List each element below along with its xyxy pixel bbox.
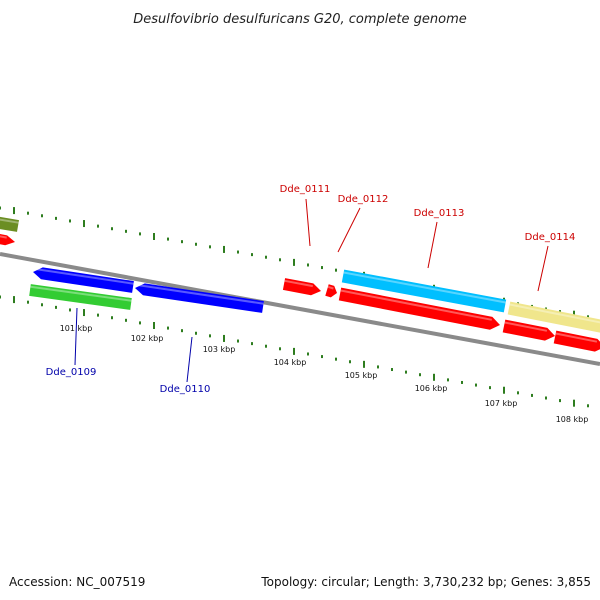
gene-feature-arrow[interactable] — [0, 233, 15, 246]
gene-label[interactable]: Dde_0114 — [525, 232, 576, 243]
kbp-label: 104 kbp — [274, 358, 307, 367]
gene-label[interactable]: Dde_0111 — [280, 184, 331, 195]
gene-feature-arrow[interactable] — [341, 269, 507, 313]
gene-features — [0, 216, 600, 352]
gene-feature-arrow[interactable] — [507, 301, 600, 334]
gene-feature-highlight — [343, 271, 506, 304]
gene-label[interactable]: Dde_0109 — [46, 367, 97, 378]
kbp-label: 102 kbp — [131, 334, 164, 343]
gene-feature-arrow[interactable] — [29, 284, 132, 310]
kbp-label: 105 kbp — [345, 371, 378, 380]
gene-feature-arrow[interactable] — [502, 319, 555, 341]
gene-label-leader — [537, 245, 549, 292]
gene-feature-highlight — [284, 279, 313, 288]
accession-text: Accession: NC_007519 — [9, 575, 145, 589]
gene-feature-highlight — [0, 235, 7, 239]
gene-label-leader — [337, 207, 361, 253]
gene-label[interactable]: Dde_0112 — [338, 194, 389, 205]
gene-label[interactable]: Dde_0110 — [160, 384, 211, 395]
gene-feature-arrow[interactable] — [338, 287, 500, 330]
gene-feature-highlight — [33, 267, 134, 285]
gene-feature-arrow[interactable] — [553, 330, 600, 352]
kbp-label: 108 kbp — [556, 415, 589, 424]
gene-feature-highlight — [135, 283, 264, 305]
gene-label-leader — [305, 198, 311, 247]
gene-feature-highlight — [327, 285, 334, 290]
gene-feature-arrow[interactable] — [282, 278, 321, 296]
gene-feature-arrow[interactable] — [135, 283, 264, 313]
gene-feature-highlight — [504, 321, 548, 332]
map-title: Desulfovibrio desulfuricans G20, complet… — [133, 12, 467, 27]
gene-feature-highlight — [509, 303, 600, 324]
gene-feature-highlight — [0, 218, 19, 224]
gene-feature-highlight — [340, 289, 492, 321]
gene-feature-highlight — [555, 332, 598, 343]
gene-label[interactable]: Dde_0113 — [414, 208, 465, 219]
gene-labels: Dde_0109 Dde_0110 Dde_0111 Dde_0112 Dde_0113… — [46, 184, 576, 395]
gene-label-leader — [186, 336, 193, 383]
kbp-label: 106 kbp — [415, 384, 448, 393]
kbp-label: 103 kbp — [203, 345, 236, 354]
gene-feature-arrow[interactable] — [33, 267, 134, 293]
gene-feature-highlight — [30, 285, 132, 302]
genome-backbone — [0, 252, 600, 366]
kbp-label: 107 kbp — [485, 399, 518, 408]
gene-label-leader — [427, 221, 438, 269]
gene-label-leader — [74, 307, 78, 366]
inner-tick-ring — [0, 295, 589, 408]
genome-summary-text: Topology: circular; Length: 3,730,232 bp… — [260, 575, 591, 589]
gene-feature-arrow[interactable] — [0, 216, 19, 232]
gene-feature-arrow[interactable] — [325, 284, 337, 298]
